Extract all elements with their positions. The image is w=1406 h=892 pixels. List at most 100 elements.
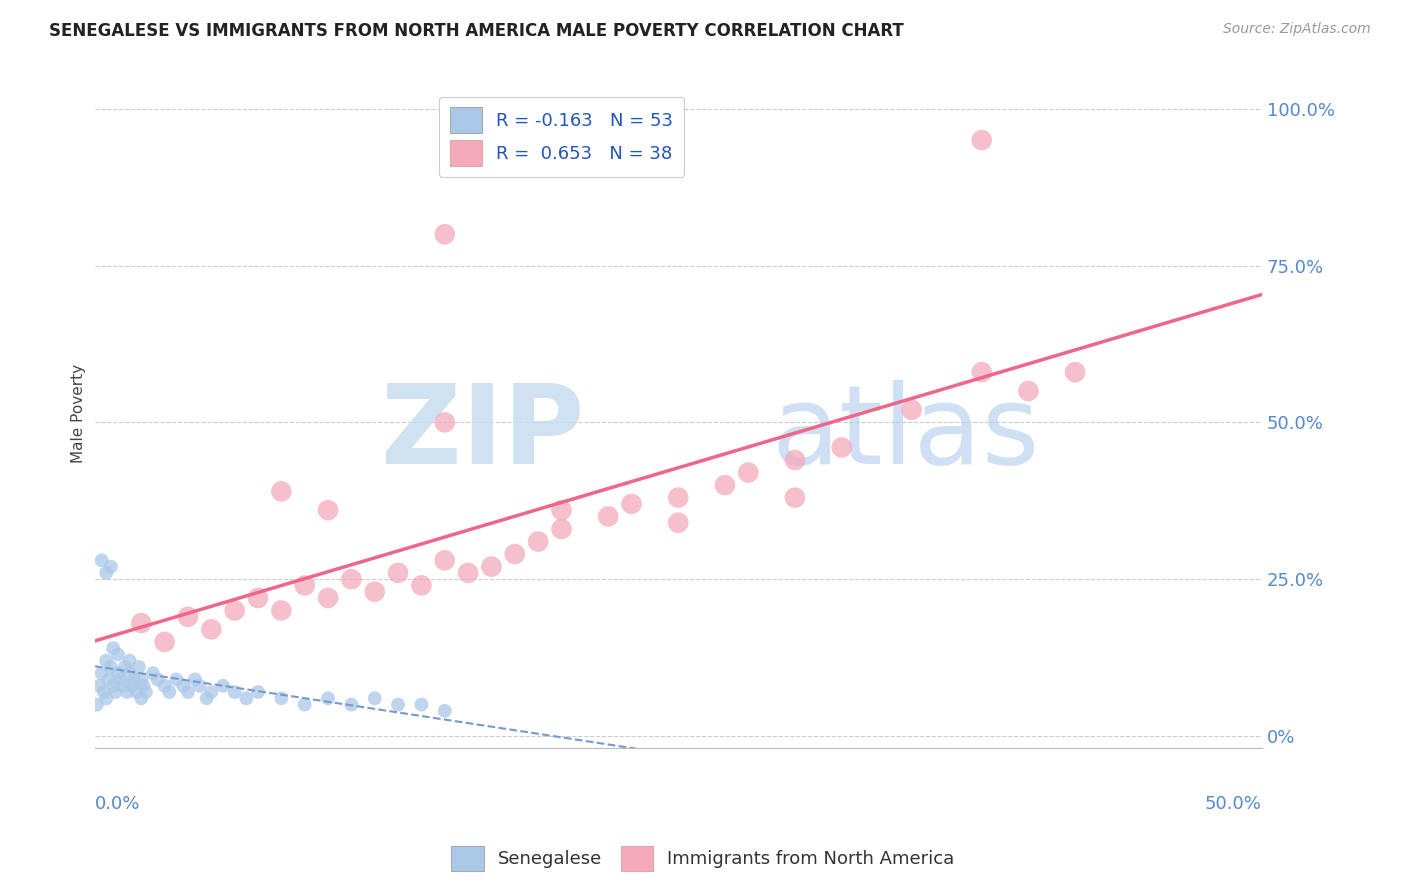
Legend: R = -0.163   N = 53, R =  0.653   N = 38: R = -0.163 N = 53, R = 0.653 N = 38 (439, 96, 685, 177)
Point (270, 603, 292, 617)
Point (620, 497, 643, 511)
Point (107, 648, 129, 662)
Point (96, 654, 118, 668)
Text: 50.0%: 50.0% (1205, 796, 1263, 814)
Point (1017, 384, 1039, 398)
Point (107, 666, 129, 681)
Point (153, 635, 176, 649)
Point (246, 591, 269, 605)
Point (157, 685, 180, 699)
Point (783, 491, 806, 505)
Point (104, 685, 127, 699)
Point (433, 553, 456, 567)
Point (97, 673, 120, 687)
Point (90, 666, 112, 681)
Point (270, 691, 292, 706)
Text: atlas: atlas (772, 380, 1040, 487)
Text: ZIP: ZIP (381, 380, 585, 487)
Point (125, 685, 148, 699)
Point (165, 673, 187, 687)
Point (481, 559, 503, 574)
Point (184, 673, 207, 687)
Point (340, 572, 363, 586)
Point (100, 559, 122, 574)
Point (246, 685, 269, 699)
Point (294, 698, 316, 712)
Point (364, 584, 387, 599)
Point (970, 133, 993, 147)
Point (316, 691, 339, 706)
Point (433, 416, 456, 430)
Point (89, 679, 111, 693)
Point (666, 516, 689, 530)
Point (831, 441, 853, 455)
Point (188, 679, 211, 693)
Point (118, 666, 141, 681)
Point (598, 509, 620, 524)
Legend: Senegalese, Immigrants from North America: Senegalese, Immigrants from North Americ… (444, 838, 962, 879)
Point (270, 484, 292, 499)
Point (103, 641, 125, 656)
Point (142, 666, 165, 681)
Text: SENEGALESE VS IMMIGRANTS FROM NORTH AMERICA MALE POVERTY CORRELATION CHART: SENEGALESE VS IMMIGRANTS FROM NORTH AMER… (49, 22, 904, 40)
Point (387, 698, 409, 712)
Point (100, 660, 122, 674)
Point (714, 478, 737, 492)
Point (114, 660, 136, 674)
Point (103, 679, 125, 693)
Point (129, 673, 152, 687)
Point (294, 578, 316, 592)
Point (550, 503, 572, 517)
Point (117, 685, 139, 699)
Point (121, 679, 143, 693)
Point (1064, 365, 1087, 379)
Point (457, 566, 479, 580)
Point (153, 679, 176, 693)
Point (550, 522, 572, 536)
Point (122, 673, 145, 687)
Y-axis label: Male Poverty: Male Poverty (72, 363, 86, 463)
Point (411, 578, 433, 592)
Point (128, 660, 150, 674)
Point (224, 603, 246, 617)
Text: 0.0%: 0.0% (94, 796, 141, 814)
Point (200, 623, 222, 637)
Point (111, 679, 134, 693)
Point (86, 698, 108, 712)
Point (177, 685, 200, 699)
Point (129, 691, 152, 706)
Point (783, 453, 806, 467)
Point (666, 491, 689, 505)
Point (387, 566, 409, 580)
Point (970, 365, 993, 379)
Point (177, 609, 200, 624)
Point (316, 503, 339, 517)
Point (146, 673, 169, 687)
Text: Source: ZipAtlas.com: Source: ZipAtlas.com (1223, 22, 1371, 37)
Point (96, 691, 118, 706)
Point (411, 698, 433, 712)
Point (340, 698, 363, 712)
Point (527, 534, 550, 549)
Point (433, 227, 456, 242)
Point (118, 654, 141, 668)
Point (316, 591, 339, 605)
Point (212, 679, 235, 693)
Point (200, 685, 222, 699)
Point (235, 691, 257, 706)
Point (503, 547, 526, 561)
Point (129, 615, 152, 630)
Point (135, 685, 157, 699)
Point (93, 685, 115, 699)
Point (364, 691, 387, 706)
Point (172, 679, 194, 693)
Point (110, 673, 132, 687)
Point (96, 566, 118, 580)
Point (132, 679, 155, 693)
Point (737, 466, 759, 480)
Point (900, 402, 922, 417)
Point (195, 691, 218, 706)
Point (90, 553, 112, 567)
Point (224, 685, 246, 699)
Point (433, 704, 456, 718)
